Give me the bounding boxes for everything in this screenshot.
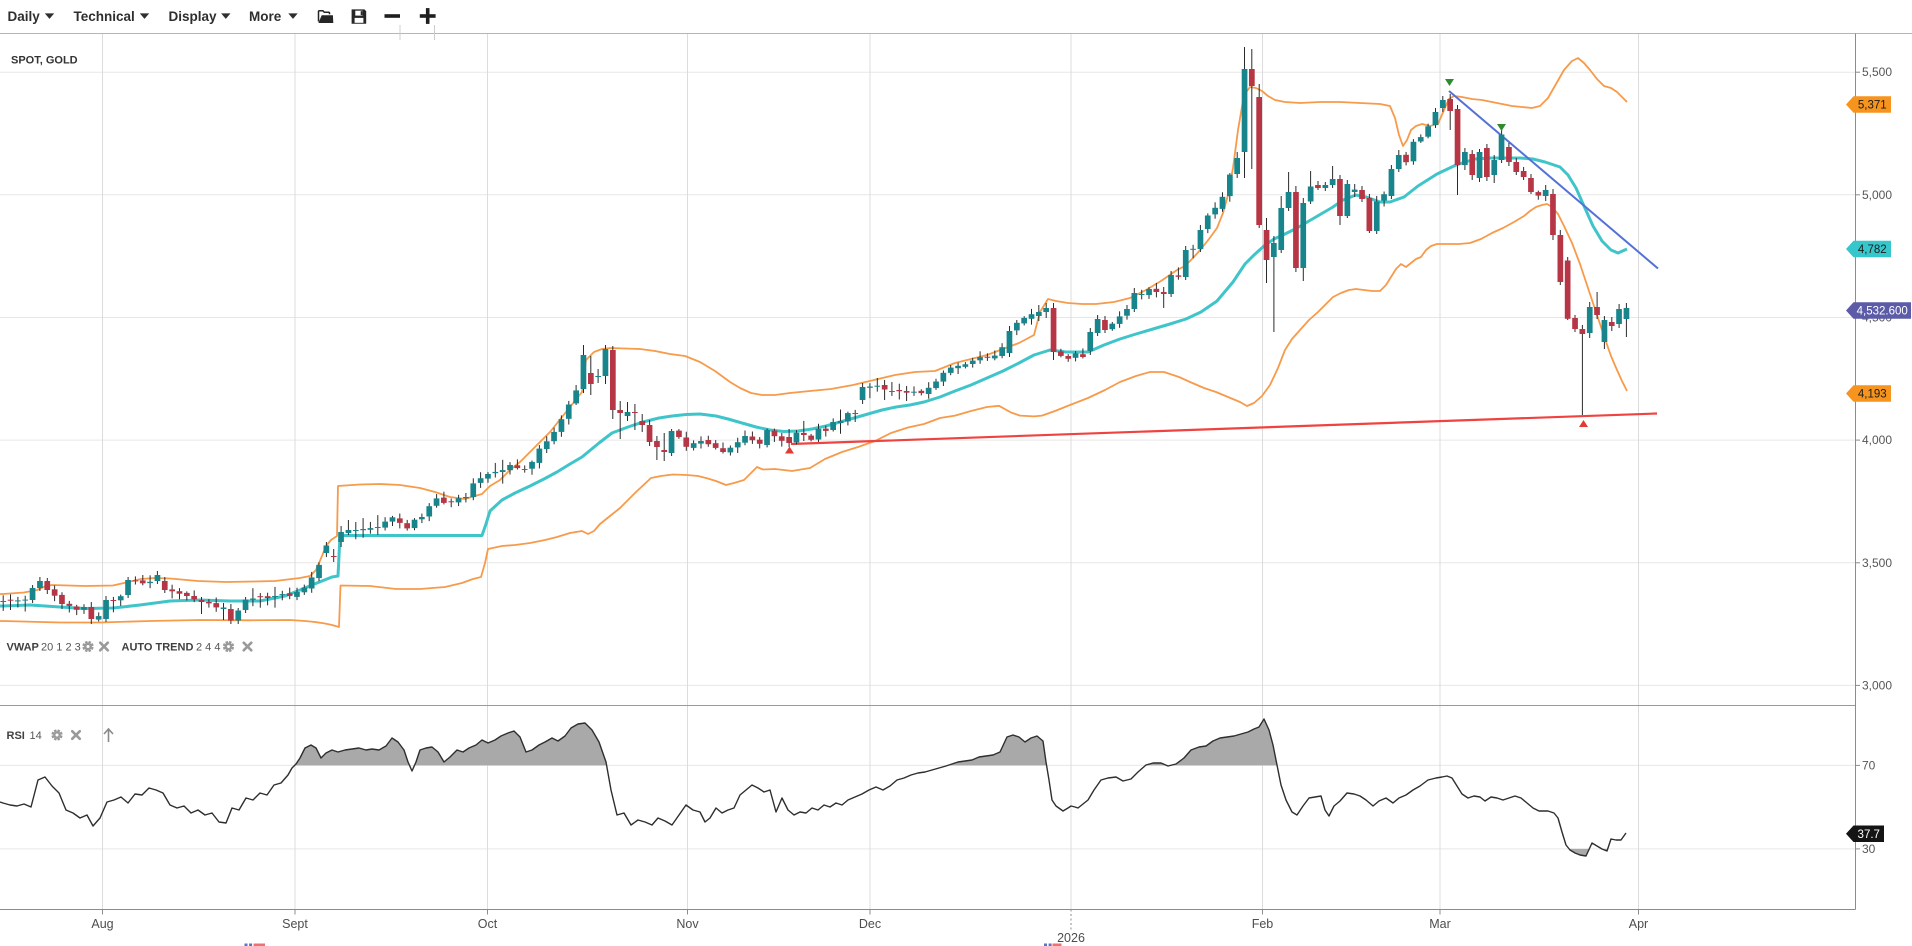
svg-text:5,000: 5,000 xyxy=(1862,188,1892,202)
svg-text:5,500: 5,500 xyxy=(1862,65,1892,79)
svg-text:5,371: 5,371 xyxy=(1858,100,1887,112)
svg-text:37.7: 37.7 xyxy=(1858,829,1880,841)
svg-text:Technical: Technical xyxy=(74,9,135,24)
svg-text:Feb: Feb xyxy=(1252,917,1274,931)
svg-text:4,193: 4,193 xyxy=(1858,389,1887,401)
svg-text:Mar: Mar xyxy=(1429,917,1451,931)
svg-text:14: 14 xyxy=(30,730,42,742)
svg-text:20 1 2 3: 20 1 2 3 xyxy=(41,642,81,654)
svg-text:Apr: Apr xyxy=(1629,917,1648,931)
svg-text:SPOT, GOLD: SPOT, GOLD xyxy=(11,55,78,67)
svg-text:Sept: Sept xyxy=(282,917,308,931)
svg-text:70: 70 xyxy=(1862,758,1876,772)
svg-text:3,500: 3,500 xyxy=(1862,556,1892,570)
svg-text:Display: Display xyxy=(169,9,218,24)
svg-text:Oct: Oct xyxy=(478,917,498,931)
svg-text:AUTO TREND: AUTO TREND xyxy=(122,642,194,654)
svg-text:RSI: RSI xyxy=(7,730,25,742)
svg-text:More: More xyxy=(249,9,282,24)
svg-text:Dec: Dec xyxy=(859,917,881,931)
svg-text:Nov: Nov xyxy=(676,917,699,931)
svg-text:4,000: 4,000 xyxy=(1862,433,1892,447)
svg-text:4,532.600: 4,532.600 xyxy=(1857,306,1908,318)
svg-text:30: 30 xyxy=(1862,842,1876,856)
svg-text:2 4 4: 2 4 4 xyxy=(196,642,220,654)
svg-text:VWAP: VWAP xyxy=(7,642,39,654)
svg-text:Daily: Daily xyxy=(8,9,41,24)
svg-text:3,000: 3,000 xyxy=(1862,678,1892,692)
svg-text:4,782: 4,782 xyxy=(1858,244,1887,256)
svg-text:Aug: Aug xyxy=(91,917,113,931)
svg-text:2026: 2026 xyxy=(1057,931,1085,945)
